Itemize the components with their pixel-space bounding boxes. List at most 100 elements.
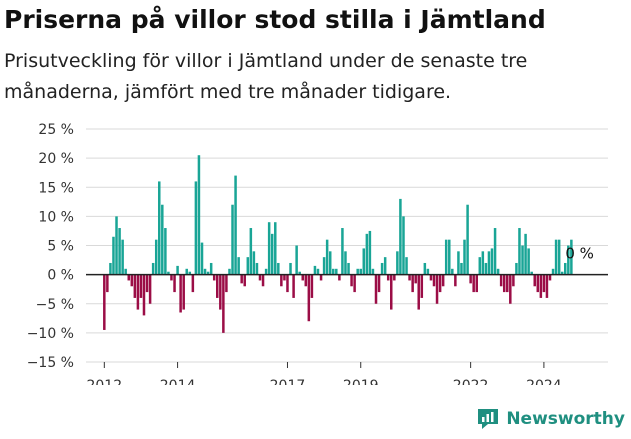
bar xyxy=(463,239,466,275)
bar xyxy=(389,274,393,310)
bar xyxy=(383,257,387,275)
bar xyxy=(518,228,521,275)
bar xyxy=(484,262,488,275)
x-tick-label: 2017 xyxy=(270,378,306,385)
bar xyxy=(496,268,500,275)
bar xyxy=(396,251,399,275)
bar xyxy=(350,274,353,287)
bar xyxy=(301,274,305,281)
bar xyxy=(332,268,335,275)
chart-subtitle: Prisutveckling för villor i Jämtland und… xyxy=(4,50,528,103)
bar xyxy=(545,274,549,298)
bar xyxy=(322,257,326,275)
bar xyxy=(475,274,479,293)
bar xyxy=(121,239,124,275)
bar xyxy=(182,274,185,310)
bar xyxy=(402,216,405,275)
bar xyxy=(319,274,323,281)
bar xyxy=(557,239,561,275)
bar xyxy=(435,274,439,304)
bar xyxy=(118,228,121,275)
bar xyxy=(283,274,286,281)
bar xyxy=(228,268,231,275)
bar xyxy=(472,274,475,293)
grid-lines xyxy=(86,128,608,363)
bar xyxy=(444,239,448,275)
bar xyxy=(548,274,552,281)
bar xyxy=(414,274,417,284)
y-tick-label: −10 % xyxy=(27,326,74,342)
bar xyxy=(264,268,268,275)
bar xyxy=(133,274,137,298)
bar xyxy=(533,274,536,287)
bar xyxy=(457,251,460,275)
bar xyxy=(493,228,497,275)
bar xyxy=(246,257,250,275)
bar xyxy=(188,271,192,275)
bar xyxy=(380,262,384,275)
bar xyxy=(368,230,372,275)
x-tick-label: 2024 xyxy=(526,378,562,385)
y-tick-label: −5 % xyxy=(36,297,74,313)
bar xyxy=(374,274,378,304)
bar xyxy=(359,268,362,275)
bar xyxy=(258,274,262,281)
bar xyxy=(215,274,219,298)
bar xyxy=(539,274,543,298)
bar xyxy=(212,274,216,281)
bar xyxy=(295,245,298,275)
end-value-label: 0 % xyxy=(565,245,594,263)
newsworthy-icon xyxy=(478,409,499,429)
bar xyxy=(222,274,225,333)
bar xyxy=(356,268,359,275)
bar xyxy=(292,274,295,298)
bar xyxy=(191,274,195,293)
bar xyxy=(164,228,167,275)
bar xyxy=(145,274,149,293)
bar xyxy=(328,251,332,275)
bar xyxy=(139,274,143,298)
bar xyxy=(203,268,207,275)
y-tick-label: 25 % xyxy=(38,122,74,138)
bar xyxy=(109,262,112,275)
x-tick-label: 2022 xyxy=(453,378,489,385)
bar xyxy=(506,274,509,293)
bar xyxy=(142,274,146,316)
bar xyxy=(200,242,204,275)
bar xyxy=(448,239,451,275)
bar xyxy=(103,274,106,330)
bar xyxy=(338,274,341,281)
bar xyxy=(316,268,320,275)
bar xyxy=(197,155,201,275)
bar xyxy=(267,222,271,275)
bar xyxy=(347,262,350,275)
bar xyxy=(124,268,127,275)
bar xyxy=(524,233,527,275)
y-tick-label: 10 % xyxy=(38,209,74,225)
bar xyxy=(454,274,457,287)
bar xyxy=(386,274,390,281)
bar xyxy=(289,262,292,275)
y-axis: 25 % 20 % 15 % 10 % 5 % 0 % −5 % −10 % −15 % xyxy=(27,122,74,371)
bar xyxy=(362,248,366,275)
bars xyxy=(103,155,573,333)
bar xyxy=(231,204,234,275)
bar xyxy=(158,181,161,275)
chart-title: Priserna på villor stod stilla i Jämtlan… xyxy=(4,5,546,34)
bar xyxy=(112,236,115,275)
bar xyxy=(136,274,140,310)
brand-name: Newsworthy xyxy=(506,409,625,429)
bar xyxy=(466,204,469,275)
bar xyxy=(148,274,152,304)
newsworthy-logo: Newsworthy xyxy=(476,405,625,433)
x-tick-label: 2014 xyxy=(160,378,196,385)
bar xyxy=(298,271,301,275)
bar xyxy=(530,271,533,275)
bar xyxy=(179,274,182,313)
bar xyxy=(405,257,408,275)
bar xyxy=(399,198,402,275)
y-tick-label: 5 % xyxy=(47,239,74,255)
bar xyxy=(219,274,222,310)
bar xyxy=(286,274,289,293)
bar xyxy=(441,274,445,287)
